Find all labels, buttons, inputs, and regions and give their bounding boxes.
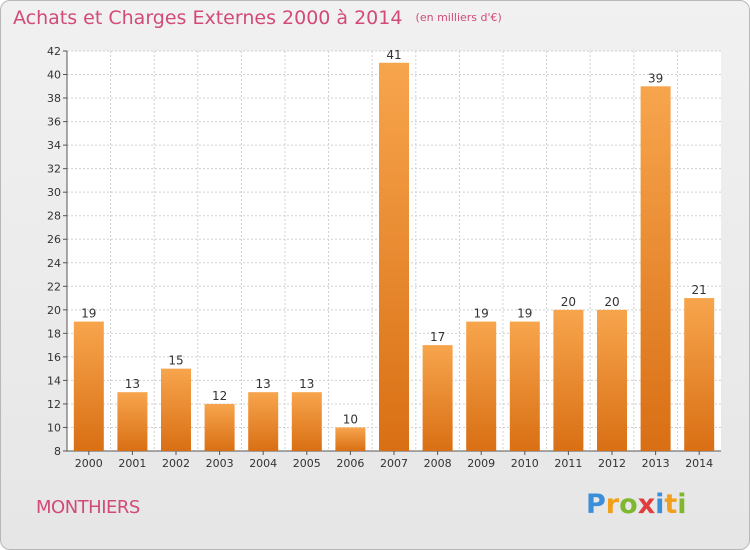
- data-label: 17: [430, 330, 445, 344]
- x-tick-label: 2012: [598, 457, 626, 470]
- brand-letter: r: [605, 489, 620, 520]
- y-tick-label: 8: [54, 445, 61, 458]
- y-tick-label: 26: [47, 233, 61, 246]
- bar-2002: [161, 368, 191, 451]
- bar-2001: [117, 392, 148, 451]
- data-label: 13: [125, 377, 140, 391]
- title-row: Achats et Charges Externes 2000 à 2014 (…: [13, 7, 502, 29]
- data-labels: 19 13 15 12 13 13 10 41 17 19 19 20 20 39 21: [81, 48, 707, 427]
- bar-2011: [553, 309, 584, 451]
- data-label: 12: [212, 389, 227, 403]
- x-tick-label: 2003: [206, 457, 234, 470]
- x-tick-label: 2000: [75, 457, 103, 470]
- y-tick-labels: 8 10 12 14 16 18 20 22 24 26 28 30 32 34 36 38 40 42: [47, 45, 61, 458]
- y-tick-label: 10: [47, 421, 61, 434]
- data-label: 39: [648, 71, 663, 85]
- bar-2000: [73, 321, 104, 451]
- x-tick-label: 2001: [118, 457, 146, 470]
- town-name: MONTHIERS: [36, 497, 140, 518]
- bar-2008: [422, 345, 453, 451]
- bar-2013: [640, 86, 671, 451]
- brand-letter: o: [619, 489, 638, 520]
- data-label: 19: [474, 307, 489, 321]
- data-label: 19: [517, 307, 532, 321]
- chart-subtitle: (en milliers d'€): [415, 11, 502, 24]
- data-label: 21: [692, 283, 707, 297]
- data-label: 13: [299, 377, 314, 391]
- y-tick-label: 40: [47, 69, 61, 82]
- x-tick-label: 2004: [249, 457, 277, 470]
- brand-letter: P: [586, 489, 606, 520]
- x-tick-label: 2008: [424, 457, 452, 470]
- data-label: 13: [256, 377, 271, 391]
- bar-2014: [684, 298, 715, 451]
- bars: [73, 62, 715, 451]
- y-tick-label: 18: [47, 327, 61, 340]
- y-tick-label: 14: [47, 374, 61, 387]
- bar-2004: [248, 392, 279, 451]
- x-tick-label: 2007: [380, 457, 408, 470]
- brand-letter: t: [664, 489, 678, 520]
- data-label: 20: [561, 295, 576, 309]
- x-tick-label: 2009: [467, 457, 495, 470]
- data-label: 19: [81, 307, 96, 321]
- data-label: 20: [604, 295, 619, 309]
- y-tick-label: 24: [47, 257, 61, 270]
- y-tick-label: 16: [47, 351, 61, 364]
- bar-2009: [466, 321, 497, 451]
- y-tick-label: 36: [47, 116, 61, 129]
- bar-2005: [291, 392, 322, 451]
- y-tick-label: 22: [47, 280, 61, 293]
- bar-2003: [204, 403, 235, 451]
- y-tick-label: 28: [47, 210, 61, 223]
- x-tick-labels: 2000 2001 2002 2003 2004 2005 2006 2007 2008 2009…: [75, 457, 713, 470]
- x-tick-label: 2010: [511, 457, 539, 470]
- data-label: 15: [168, 354, 183, 368]
- brand-letter: i: [655, 489, 665, 520]
- data-label: 41: [386, 48, 401, 62]
- y-tick-label: 12: [47, 398, 61, 411]
- data-label: 10: [343, 412, 358, 426]
- y-tick-label: 34: [47, 139, 61, 152]
- brand-logo[interactable]: Proxiti: [586, 489, 687, 520]
- y-tick-label: 20: [47, 304, 61, 317]
- y-tick-label: 32: [47, 163, 61, 176]
- x-tick-label: 2005: [293, 457, 321, 470]
- y-tick-label: 42: [47, 45, 61, 58]
- bar-2007: [379, 62, 409, 451]
- y-tick-label: 38: [47, 92, 61, 105]
- brand-letter: x: [637, 489, 656, 520]
- brand-letter: i: [677, 489, 687, 520]
- x-tick-label: 2006: [336, 457, 364, 470]
- bar-2006: [335, 427, 366, 451]
- x-tick-label: 2014: [685, 457, 713, 470]
- bar-2012: [597, 309, 627, 451]
- bar-2010: [509, 321, 540, 451]
- chart-title: Achats et Charges Externes 2000 à 2014: [13, 7, 403, 29]
- x-tick-label: 2011: [554, 457, 582, 470]
- y-tick-label: 30: [47, 186, 61, 199]
- x-tick-label: 2013: [642, 457, 670, 470]
- x-tick-label: 2002: [162, 457, 190, 470]
